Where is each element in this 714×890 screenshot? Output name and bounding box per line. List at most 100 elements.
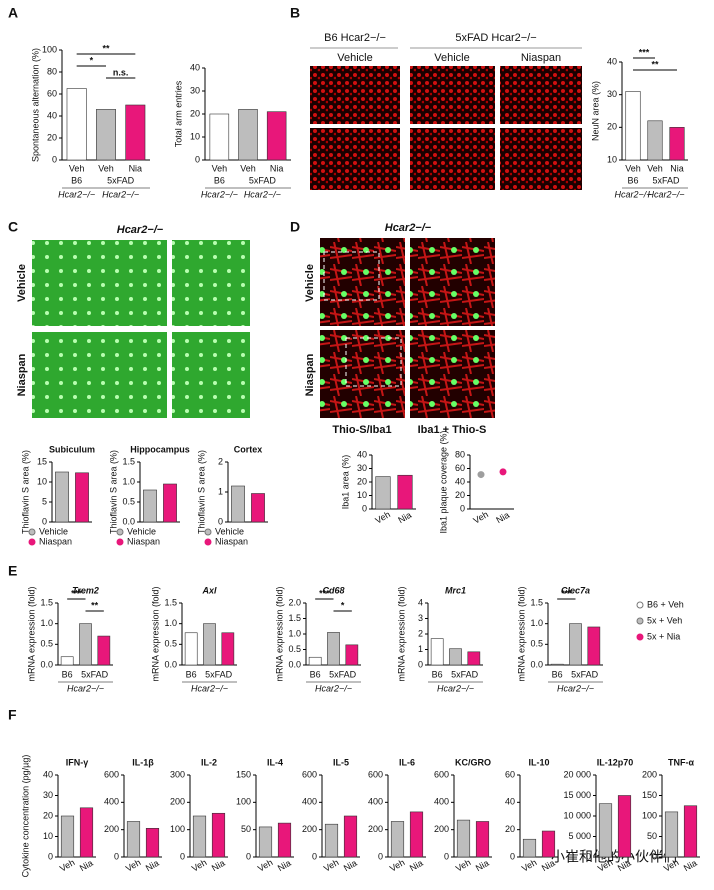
x-tick-label: Nia <box>276 858 293 873</box>
bar <box>456 819 471 858</box>
bar <box>550 663 564 666</box>
y-tick-label: 20 <box>190 108 200 118</box>
sig-label: ** <box>91 600 99 610</box>
bar <box>390 821 405 858</box>
legend-swatch <box>28 528 36 536</box>
bar <box>430 638 444 666</box>
y-axis-label: Iba1 plaque coverage (%) <box>438 430 448 533</box>
y-tick-label: 400 <box>104 797 119 807</box>
bar <box>66 88 87 161</box>
y-axis-label: Thioflavin S area (%) <box>196 450 206 534</box>
y-tick-label: 40 <box>505 797 515 807</box>
bar <box>397 474 413 510</box>
y-tick-label: 1.5 <box>40 597 53 607</box>
y-tick-label: 2 <box>418 628 423 638</box>
chart-title: IL-2 <box>201 757 217 767</box>
bar <box>569 623 582 666</box>
group-label: 5xFAD <box>329 669 357 679</box>
x-tick-label: Nia <box>270 163 284 173</box>
group-sub: Hcar2−/− <box>201 189 238 199</box>
y-axis-label: mRNA expression (fold) <box>396 586 406 681</box>
legend-label: Vehicle <box>127 526 156 536</box>
y-tick-label: 60 <box>455 463 465 473</box>
y-tick-label: 0 <box>114 851 119 861</box>
y-tick-label: 10 <box>37 476 47 486</box>
y-axis-label: Spontaneous alternation (%) <box>30 48 40 162</box>
dot <box>499 468 507 476</box>
y-tick-label: 1.5 <box>530 597 543 607</box>
y-tick-label: 80 <box>47 66 57 76</box>
panel-label: E <box>8 563 17 579</box>
image-title: Hcar2−/− <box>385 222 432 234</box>
y-tick-label: 40 <box>190 62 200 72</box>
legend-swatch <box>636 601 644 609</box>
x-tick-label: Veh <box>256 857 274 873</box>
y-tick-label: 600 <box>434 769 449 779</box>
bar <box>211 812 226 858</box>
group-label: 5xFAD <box>81 669 109 679</box>
y-tick-label: 300 <box>170 769 185 779</box>
y-tick-label: 400 <box>368 797 383 807</box>
legend-swatch <box>204 528 212 536</box>
sig-label: *** <box>639 47 650 57</box>
sig-label: *** <box>561 588 572 598</box>
panel-label: D <box>290 219 300 235</box>
legend-label: Niaspan <box>127 536 160 546</box>
y-tick-label: 0.0 <box>530 659 543 669</box>
x-tick-label: Nia <box>78 858 95 873</box>
image-caption: Iba1 + Thio-S <box>418 424 487 436</box>
dot <box>477 471 485 479</box>
panel-label: C <box>8 219 18 235</box>
y-tick-label: 0.5 <box>288 644 301 654</box>
y-tick-label: 2.0 <box>288 597 301 607</box>
legend-swatch <box>116 538 124 546</box>
group-label: 5xFAD <box>652 175 680 185</box>
y-tick-label: 20 000 <box>563 769 591 779</box>
bar <box>467 651 481 666</box>
x-tick-label: Veh <box>388 857 406 873</box>
bar <box>522 838 537 858</box>
x-tick-label: Veh <box>98 163 114 173</box>
x-tick-label: Nia <box>342 858 359 873</box>
chart-title: KC/GRO <box>455 757 491 767</box>
bar <box>60 656 74 666</box>
x-tick-label: Veh <box>240 163 256 173</box>
y-tick-label: 0 <box>418 659 423 669</box>
y-tick-label: 15 000 <box>563 790 591 800</box>
y-tick-label: 10 000 <box>563 810 591 820</box>
bar <box>231 485 245 523</box>
chart-title: IL-1β <box>132 757 154 767</box>
chart-title: IL-4 <box>267 757 283 767</box>
y-tick-label: 100 <box>42 44 57 54</box>
bar <box>184 632 198 666</box>
bar <box>97 635 111 666</box>
chart-title: IFN-γ <box>66 757 89 767</box>
chart-title: Mrc1 <box>445 585 466 595</box>
y-tick-label: 0 <box>52 154 57 164</box>
y-tick-label: 60 <box>47 88 57 98</box>
row-label: Vehicle <box>304 264 316 302</box>
y-tick-label: 40 <box>607 56 617 66</box>
y-tick-label: 0 <box>42 516 47 526</box>
legend-label: Vehicle <box>215 526 244 536</box>
x-tick-label: Nia <box>682 858 699 873</box>
y-tick-label: 0.0 <box>40 659 53 669</box>
sig-label: *** <box>71 588 82 598</box>
y-tick-label: 60 <box>505 769 515 779</box>
bar <box>625 91 641 161</box>
y-tick-label: 0.0 <box>122 516 135 526</box>
bar <box>251 493 265 523</box>
x-tick-label: Nia <box>144 858 161 873</box>
x-tick-label: Veh <box>373 509 391 525</box>
group-sub: Hcar2−/− <box>102 189 139 199</box>
y-tick-label: 200 <box>302 824 317 834</box>
y-tick-label: 0 <box>218 516 223 526</box>
image-label: Niaspan <box>521 52 561 64</box>
chart-title: IL-6 <box>399 757 415 767</box>
legend-swatch <box>636 633 644 641</box>
group-sub: Hcar2−/− <box>437 683 474 693</box>
bar <box>683 805 698 858</box>
bar <box>587 626 601 666</box>
y-tick-label: 100 <box>170 824 185 834</box>
